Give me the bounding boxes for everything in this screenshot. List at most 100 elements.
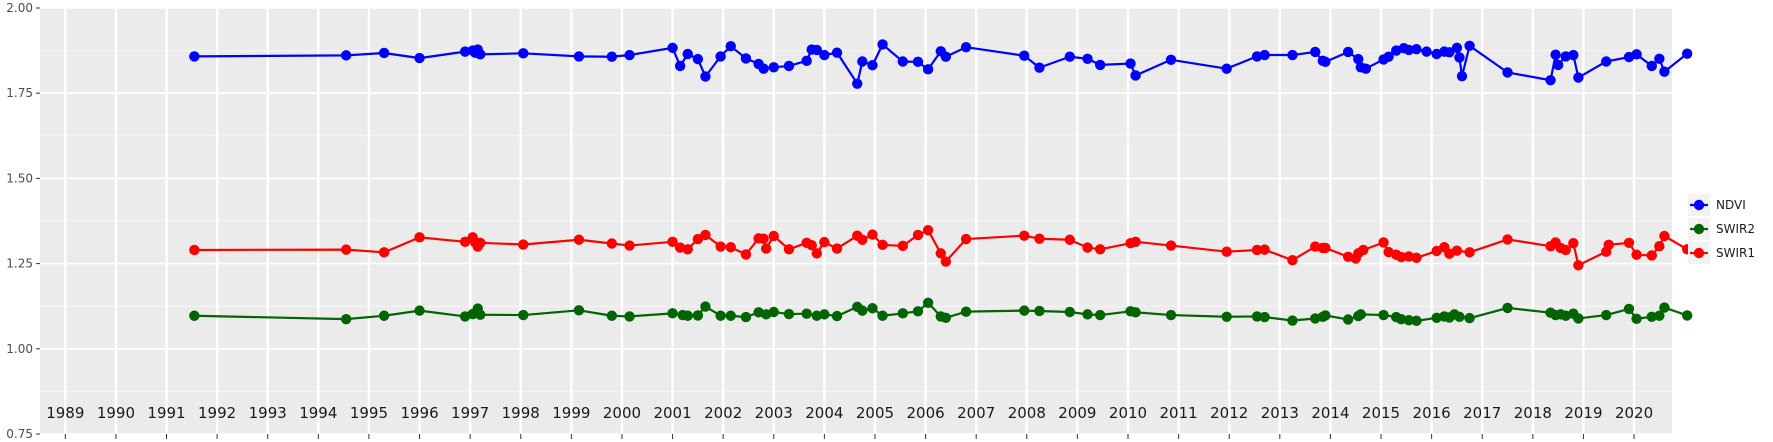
- y-tick-label: 2.00: [6, 1, 33, 15]
- data-point-swir2: [819, 309, 830, 320]
- data-point-swir2: [1403, 314, 1415, 326]
- data-point-swir2: [1502, 302, 1513, 314]
- data-point-swir2: [1259, 311, 1270, 323]
- data-point-swir2: [1601, 309, 1612, 321]
- y-tick-label: 1.00: [6, 342, 33, 356]
- data-point-swir1: [867, 229, 878, 240]
- axes: 0.75 1.00 1.25 1.50 1.75 2.00: [6, 1, 1635, 441]
- year-label: 2000: [603, 404, 641, 422]
- data-point-swir1: [819, 236, 830, 248]
- data-point-swir2: [768, 306, 779, 318]
- data-point-ndvi: [819, 49, 830, 61]
- data-point-ndvi: [1502, 67, 1513, 78]
- data-point-ndvi: [1454, 52, 1465, 63]
- data-point-swir2: [1355, 309, 1366, 320]
- data-point-swir1: [189, 244, 200, 256]
- data-point-swir2: [831, 310, 843, 322]
- data-point-ndvi: [1082, 53, 1093, 64]
- data-point-swir1: [715, 241, 726, 252]
- data-point-ndvi: [1568, 49, 1579, 61]
- data-point-ndvi: [1659, 66, 1670, 77]
- data-point-swir2: [912, 306, 924, 317]
- data-point-ndvi: [725, 40, 736, 52]
- data-point-swir1: [1560, 244, 1571, 256]
- data-point-ndvi: [758, 63, 769, 74]
- data-point-swir2: [1342, 314, 1354, 325]
- data-point-ndvi: [1464, 40, 1475, 52]
- data-point-ndvi: [1320, 56, 1331, 68]
- data-point-swir2: [801, 308, 812, 319]
- year-label: 2012: [1210, 404, 1248, 422]
- legend-label: NDVI: [1716, 198, 1746, 212]
- year-label: 2014: [1311, 404, 1349, 422]
- year-label: 2007: [957, 404, 995, 422]
- data-point-swir2: [340, 313, 352, 325]
- y-tick-label: 1.50: [6, 171, 33, 185]
- data-point-swir1: [1502, 234, 1513, 245]
- data-point-swir1: [740, 249, 752, 260]
- year-label: 1993: [249, 404, 287, 422]
- data-point-ndvi: [624, 49, 635, 61]
- legend-key-point: [1693, 223, 1705, 235]
- data-point-swir2: [1094, 309, 1106, 321]
- year-label: 1998: [502, 404, 540, 422]
- data-point-swir1: [1358, 244, 1369, 256]
- data-point-swir2: [700, 301, 711, 312]
- data-point-ndvi: [857, 56, 868, 67]
- data-point-swir1: [1221, 246, 1232, 257]
- y-tick-label: 0.75: [6, 427, 33, 441]
- data-point-swir2: [1681, 310, 1693, 321]
- data-point-swir2: [857, 305, 868, 316]
- year-label: 2019: [1564, 404, 1602, 422]
- data-point-ndvi: [1451, 42, 1463, 54]
- data-point-swir2: [1623, 303, 1635, 315]
- data-point-ndvi: [783, 60, 795, 72]
- data-point-ndvi: [768, 62, 779, 73]
- data-point-swir1: [783, 244, 795, 255]
- data-point-swir1: [1259, 244, 1270, 255]
- data-point-swir2: [378, 310, 390, 321]
- data-point-ndvi: [682, 48, 693, 60]
- data-point-swir2: [867, 303, 878, 314]
- data-point-swir1: [518, 239, 529, 250]
- data-point-swir2: [1464, 312, 1475, 324]
- data-point-ndvi: [674, 60, 686, 72]
- year-label: 1991: [147, 404, 185, 422]
- data-point-swir2: [960, 306, 972, 317]
- data-point-swir1: [606, 238, 618, 249]
- data-point-swir1: [414, 232, 425, 243]
- data-point-ndvi: [518, 48, 529, 59]
- data-point-ndvi: [1552, 59, 1564, 71]
- data-point-swir1: [1573, 260, 1584, 271]
- data-point-ndvi: [606, 51, 618, 62]
- data-point-swir2: [1221, 311, 1232, 322]
- year-label: 2010: [1109, 404, 1147, 422]
- data-point-swir2: [1659, 302, 1670, 313]
- data-point-ndvi: [1094, 59, 1106, 71]
- year-label: 1994: [299, 404, 337, 422]
- data-point-swir1: [459, 236, 471, 247]
- data-point-swir1: [667, 236, 678, 247]
- data-point-swir2: [877, 310, 888, 321]
- data-point-swir2: [1019, 305, 1030, 316]
- data-point-swir1: [760, 243, 772, 254]
- year-label: 2011: [1160, 404, 1198, 422]
- data-point-ndvi: [1444, 47, 1455, 58]
- year-label: 2004: [805, 404, 843, 422]
- data-point-swir1: [831, 243, 843, 254]
- major-gridlines: [40, 7, 1672, 435]
- data-point-swir1: [1130, 236, 1141, 247]
- y-tick-label: 1.75: [6, 86, 33, 100]
- year-label: 2002: [704, 404, 742, 422]
- legend-label: SWIR1: [1716, 246, 1755, 260]
- data-point-swir1: [1094, 244, 1106, 255]
- data-point-swir2: [940, 312, 952, 323]
- data-point-ndvi: [897, 56, 909, 67]
- legend-key-point: [1693, 199, 1705, 211]
- data-point-swir1: [1631, 249, 1642, 260]
- data-point-ndvi: [1631, 49, 1642, 60]
- data-point-ndvi: [922, 64, 934, 75]
- data-point-swir2: [725, 310, 736, 321]
- data-point-ndvi: [1130, 70, 1141, 81]
- data-point-swir1: [1396, 251, 1407, 263]
